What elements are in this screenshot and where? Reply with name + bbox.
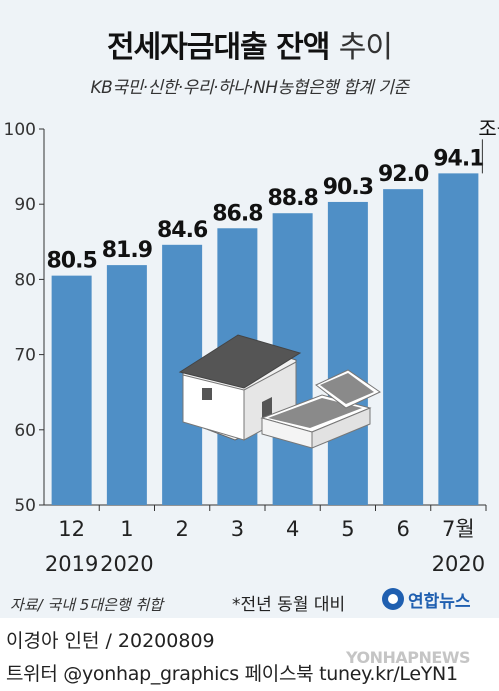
footnote: *전년 동월 대비: [232, 595, 346, 615]
y-tick-label: 50: [14, 496, 36, 516]
logo-text: 연합뉴스: [408, 591, 471, 612]
year-label: 2020: [100, 552, 153, 576]
source-text: 자료/ 국내 5대은행 취합: [10, 596, 164, 614]
year-label: 2019: [45, 552, 98, 576]
y-tick-label: 80: [14, 270, 36, 290]
bar: [51, 275, 92, 505]
y-tick-label: 100: [4, 120, 36, 140]
watermark: YONHAPNEWS: [346, 648, 471, 667]
x-tick-label: 7월: [442, 517, 475, 541]
bar-value-label: 80.5: [46, 249, 96, 274]
y-tick-label: 90: [14, 195, 36, 215]
bar-value-label: 94.1: [433, 146, 483, 171]
x-tick-label: 6: [396, 517, 409, 541]
bar-value-label: 88.8: [267, 186, 317, 211]
year-label: 2020: [432, 552, 485, 576]
x-tick-label: 4: [286, 517, 299, 541]
x-tick-label: 2: [175, 517, 188, 541]
x-tick-label: 3: [231, 517, 244, 541]
chart-title: 전세자금대출 잔액 추이: [107, 30, 393, 65]
unit-label: 조원: [478, 116, 499, 140]
bar-value-label: 90.3: [323, 175, 373, 200]
bar-value-label: 92.0: [378, 162, 429, 187]
yonhap-logo: 연합뉴스: [382, 587, 471, 612]
bar: [106, 265, 147, 505]
y-tick-label: 70: [14, 346, 36, 366]
bar-value-label: 81.9: [102, 238, 152, 263]
chart-subtitle: KB국민·신한·우리·하나·NH농협은행 합계 기준: [90, 78, 409, 98]
x-tick-label: 1: [120, 517, 133, 541]
credit-line: 이경아 인턴 / 20200809: [6, 630, 215, 652]
x-tick-label: 12: [58, 517, 85, 541]
bar-value-label: 84.6: [157, 218, 208, 243]
y-tick-label: 60: [14, 421, 36, 441]
house-money-illustration: [178, 334, 382, 449]
x-tick-label: 5: [341, 517, 354, 541]
bar-value-label: 86.8: [212, 201, 262, 226]
yonhap-logo-icon: [382, 588, 404, 610]
social-line: 트위터 @yonhap_graphics 페이스북 tuney.kr/LeYN1: [6, 663, 458, 685]
bar: [327, 201, 368, 505]
bar: [438, 173, 479, 506]
bar: [383, 189, 424, 505]
